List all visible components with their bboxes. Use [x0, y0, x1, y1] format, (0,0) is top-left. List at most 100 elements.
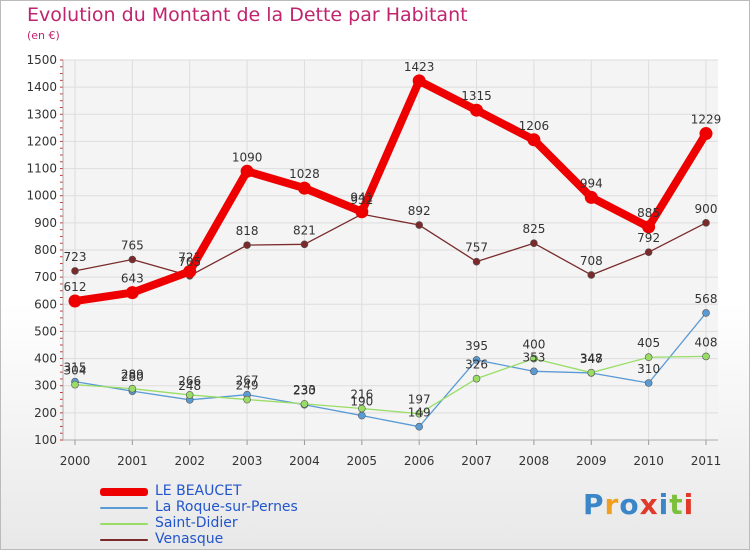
x-tick-label: 2008 — [519, 454, 550, 468]
data-label-venasque: 825 — [522, 222, 545, 236]
data-label-le-beaucet: 941 — [350, 191, 373, 205]
data-label-la-roque-sur-pernes: 267 — [236, 374, 259, 388]
data-label-le-beaucet: 643 — [121, 272, 144, 286]
series-line-le-beaucet — [71, 76, 710, 306]
y-tick-label: 1500 — [26, 53, 57, 67]
y-tick-label: 1400 — [26, 80, 57, 94]
data-label-la-roque-sur-pernes: 230 — [293, 384, 316, 398]
data-label-le-beaucet: 994 — [580, 176, 603, 190]
x-tick-label: 2002 — [174, 454, 205, 468]
chart-title: Evolution du Montant de la Dette par Hab… — [27, 4, 468, 26]
logo-letter: i — [683, 488, 695, 521]
logo-letter: P — [583, 488, 605, 521]
data-point-saint-didier — [530, 354, 538, 363]
data-point-saint-didier — [702, 352, 710, 361]
logo-letter: o — [619, 488, 640, 521]
legend-swatch-la-roque-sur-pernes — [100, 507, 148, 509]
data-point-venasque — [530, 239, 538, 248]
x-tick-label: 2001 — [117, 454, 148, 468]
data-label-saint-didier: 266 — [178, 374, 201, 388]
data-label-saint-didier: 405 — [637, 336, 660, 350]
data-label-saint-didier: 326 — [465, 358, 488, 372]
data-point-le-beaucet — [642, 220, 656, 234]
data-label-la-roque-sur-pernes: 395 — [465, 339, 488, 353]
data-label-venasque: 892 — [408, 204, 431, 218]
data-point-saint-didier — [472, 374, 481, 383]
legend-label: Saint-Didier — [155, 515, 238, 531]
data-label-saint-didier: 304 — [64, 364, 87, 378]
data-point-saint-didier — [185, 391, 194, 399]
data-label-le-beaucet: 1028 — [289, 167, 320, 181]
data-label-la-roque-sur-pernes: 353 — [522, 350, 545, 364]
y-tick-label: 200 — [34, 406, 57, 420]
chart-subtitle: (en €) — [27, 29, 60, 42]
data-point-venasque — [472, 257, 481, 266]
y-tick-label: 1200 — [26, 134, 57, 148]
data-label-saint-didier: 216 — [350, 388, 373, 402]
logo-letter: i — [658, 488, 670, 521]
data-point-saint-didier — [243, 395, 251, 404]
x-tick-label: 2005 — [347, 454, 378, 468]
data-point-saint-didier — [71, 380, 79, 389]
data-point-venasque — [587, 271, 596, 279]
series-line-saint-didier — [74, 355, 707, 415]
data-label-saint-didier: 408 — [695, 335, 718, 349]
data-label-la-roque-sur-pernes: 310 — [637, 362, 660, 376]
data-point-la-roque-sur-pernes — [530, 367, 538, 376]
y-tick-label: 500 — [34, 324, 57, 338]
data-label-venasque: 792 — [637, 231, 660, 245]
data-label-saint-didier: 197 — [408, 393, 431, 407]
x-tick-label: 2007 — [461, 454, 492, 468]
data-label-la-roque-sur-pernes: 280 — [121, 370, 144, 384]
data-point-la-roque-sur-pernes — [644, 379, 653, 387]
y-tick-label: 100 — [34, 433, 57, 447]
x-tick-label: 2003 — [232, 454, 263, 468]
data-point-le-beaucet — [527, 133, 541, 147]
data-label-venasque: 705 — [178, 255, 201, 269]
data-point-le-beaucet — [125, 286, 139, 300]
data-label-venasque: 765 — [121, 239, 144, 253]
data-point-saint-didier — [358, 404, 366, 413]
data-point-le-beaucet — [297, 181, 311, 195]
data-label-saint-didier: 233 — [293, 383, 316, 397]
data-label-la-roque-sur-pernes: 347 — [580, 352, 603, 366]
data-point-le-beaucet — [240, 164, 254, 178]
legend-swatch-saint-didier — [100, 523, 148, 525]
data-point-le-beaucet — [584, 190, 598, 204]
x-tick-label: 2011 — [691, 454, 722, 468]
data-label-saint-didier: 289 — [121, 368, 144, 382]
logo-letter: x — [639, 488, 659, 521]
y-tick-label: 1300 — [26, 107, 57, 121]
data-point-venasque — [644, 248, 653, 256]
data-point-venasque — [128, 255, 137, 264]
x-tick-label: 2009 — [576, 454, 607, 468]
data-label-la-roque-sur-pernes: 149 — [408, 406, 431, 420]
data-point-saint-didier — [644, 353, 653, 362]
data-label-le-beaucet: 721 — [178, 250, 201, 264]
x-tick-label: 2010 — [633, 454, 664, 468]
legend-label: Venasque — [155, 531, 224, 547]
data-point-saint-didier — [587, 368, 596, 377]
data-label-le-beaucet: 1090 — [232, 150, 263, 164]
data-point-venasque — [300, 240, 309, 249]
logo-letter: t — [669, 488, 684, 521]
y-tick-label: 800 — [34, 243, 57, 257]
data-point-saint-didier — [415, 409, 423, 418]
data-point-la-roque-sur-pernes — [358, 411, 366, 420]
data-label-le-beaucet: 885 — [637, 206, 660, 220]
data-label-la-roque-sur-pernes: 190 — [350, 395, 373, 409]
data-point-le-beaucet — [699, 127, 713, 141]
data-point-saint-didier — [300, 400, 309, 408]
y-tick-label: 1000 — [26, 189, 57, 203]
data-label-le-beaucet: 1206 — [519, 119, 550, 133]
x-tick-label: 2004 — [289, 454, 320, 468]
data-label-venasque: 818 — [236, 224, 259, 238]
data-label-venasque: 900 — [695, 202, 718, 216]
logo-letter: r — [604, 488, 620, 521]
data-point-le-beaucet — [355, 205, 369, 219]
data-point-le-beaucet — [183, 264, 197, 278]
x-tick-label: 2006 — [404, 454, 435, 468]
data-label-le-beaucet: 1229 — [691, 113, 722, 127]
data-point-le-beaucet — [470, 103, 484, 117]
data-label-le-beaucet: 1315 — [461, 89, 492, 103]
